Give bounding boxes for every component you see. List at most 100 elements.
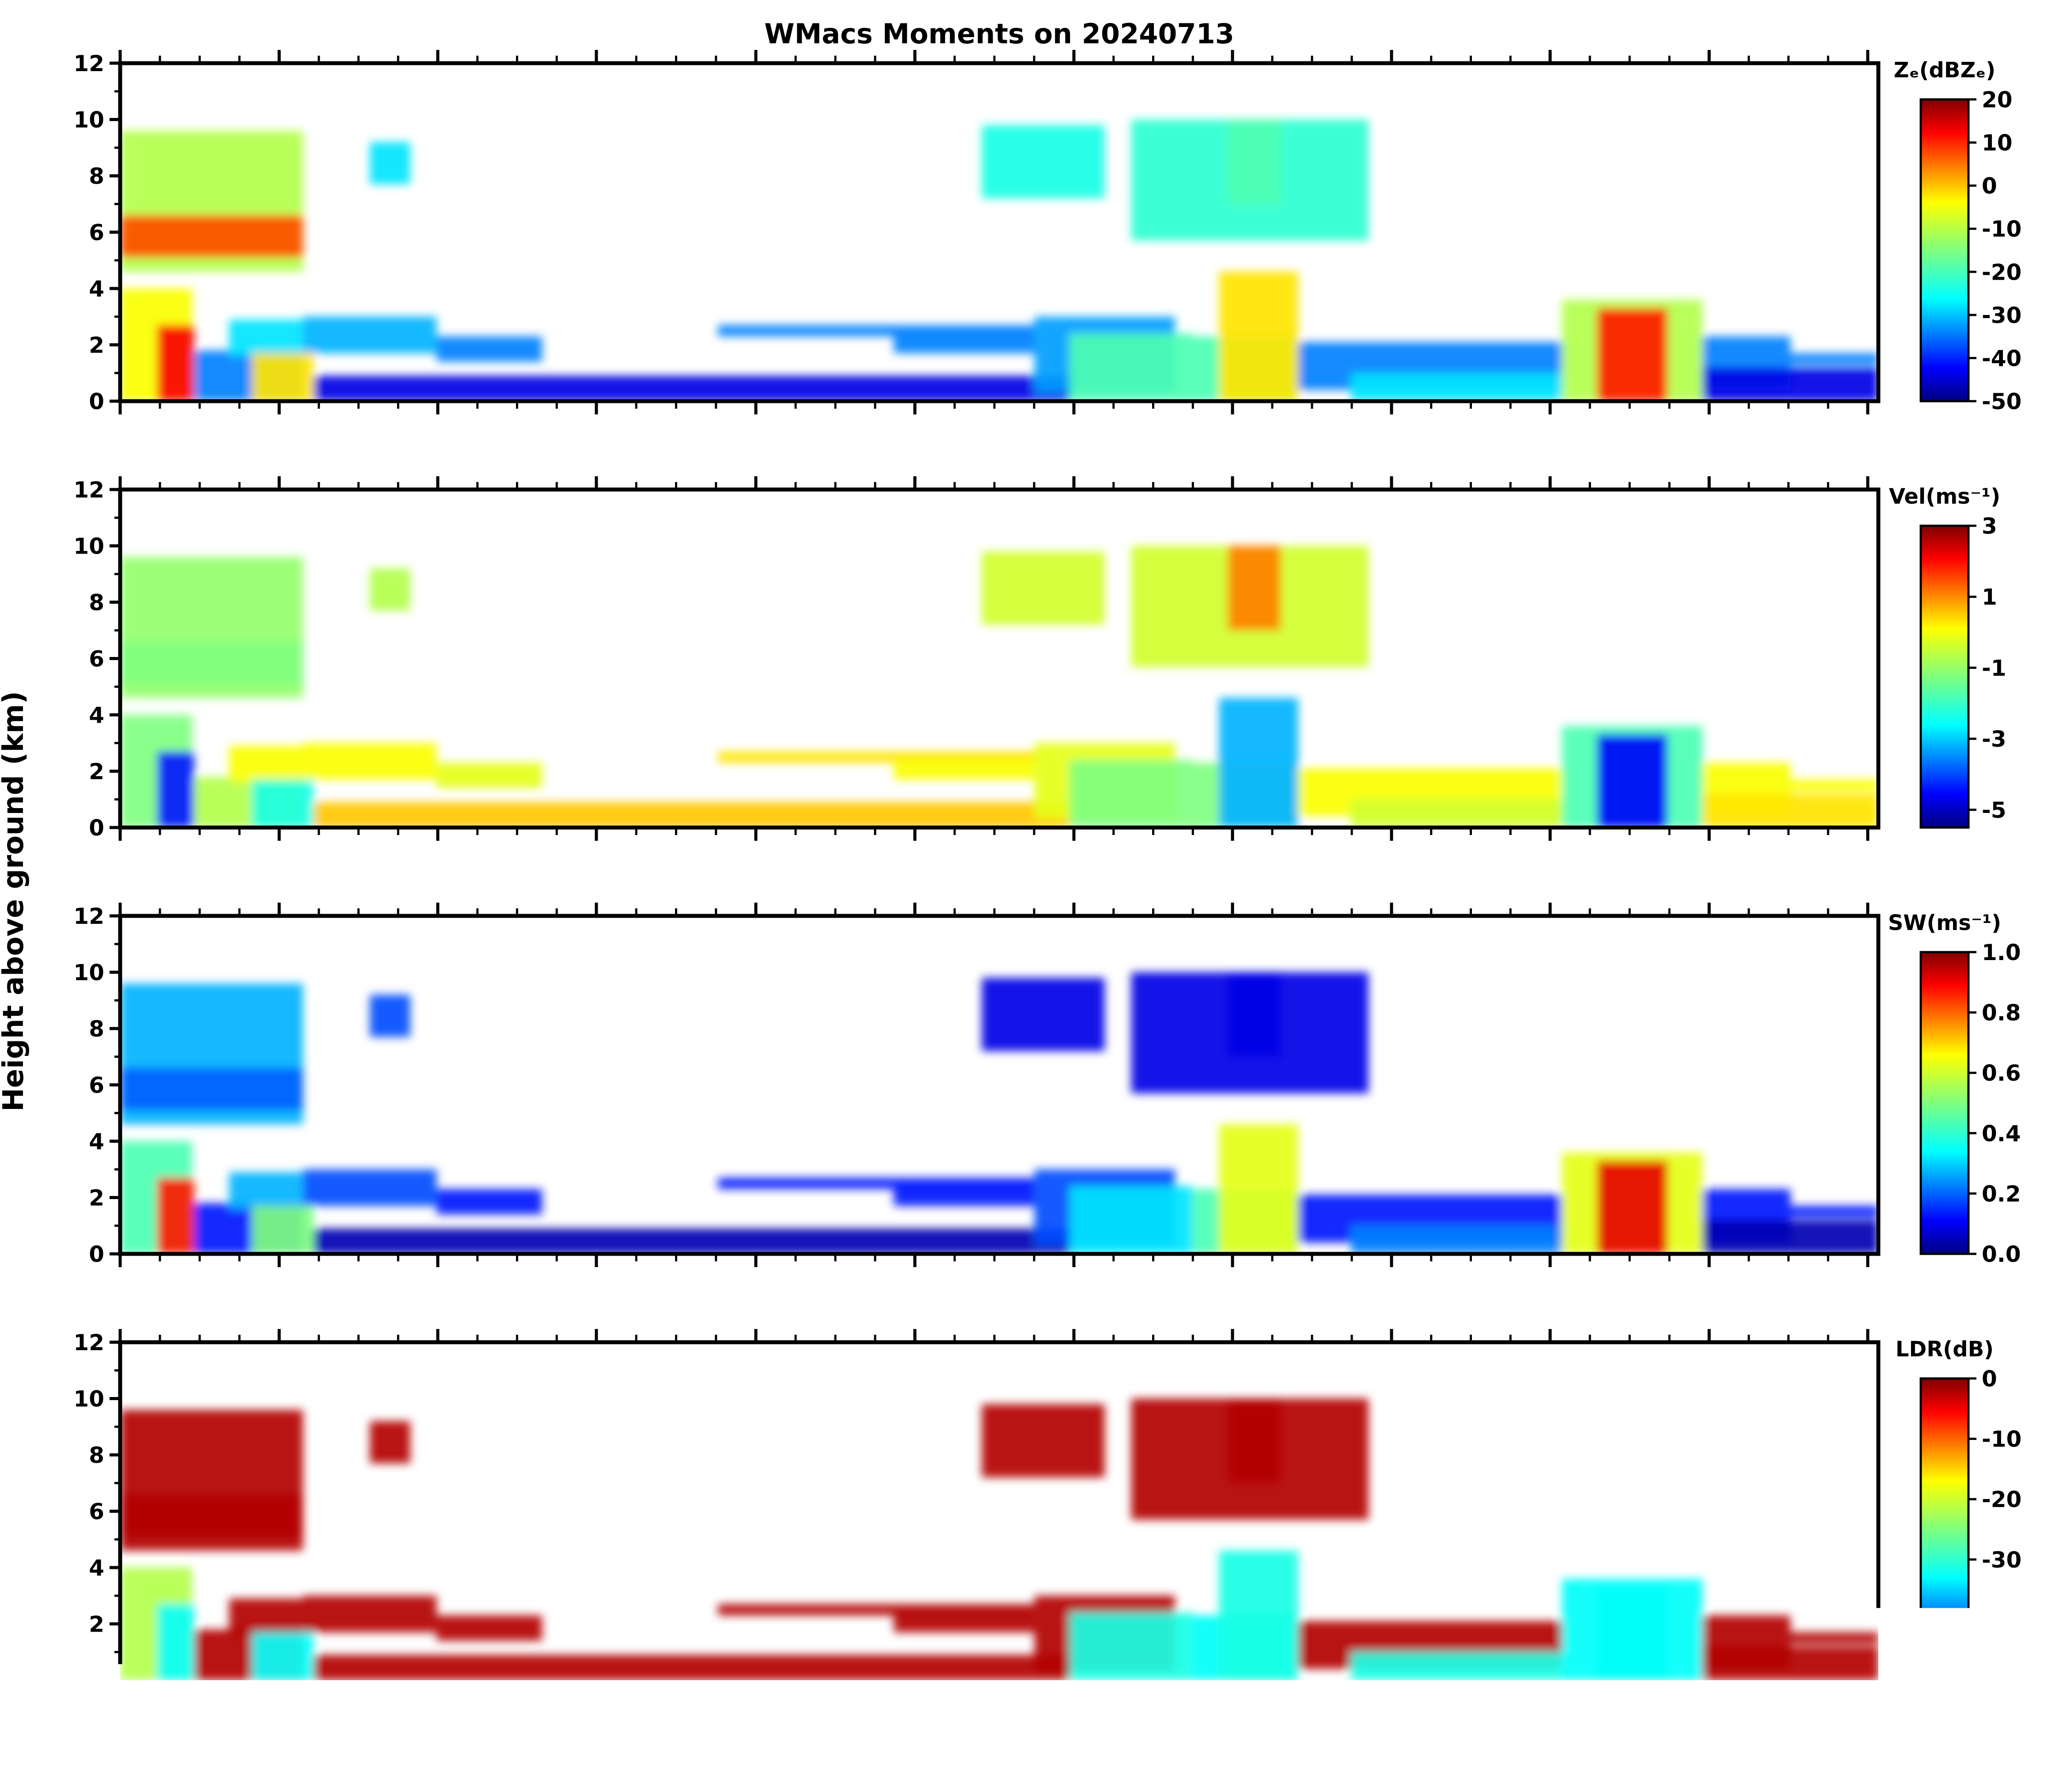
echo-region bbox=[120, 642, 303, 684]
y-tick-label: 8 bbox=[89, 163, 104, 189]
colorbar-tick-label: 10 bbox=[1982, 130, 2013, 156]
colorbar-label-ze: Zₑ(dBZₑ) bbox=[1894, 58, 1995, 83]
x-tick-label: 15:06 bbox=[1197, 1699, 1267, 1724]
colorbar-tick-label: 0.6 bbox=[1982, 1060, 2021, 1086]
echo-region bbox=[1351, 1226, 1562, 1254]
y-tick-label: 10 bbox=[73, 960, 104, 986]
echo-region bbox=[370, 569, 410, 611]
x-tick-label: 17:10 bbox=[1356, 1699, 1426, 1724]
y-axis-label: Height above ground (km) bbox=[0, 691, 30, 1112]
echo-region bbox=[120, 1068, 303, 1110]
y-tick-label: 0 bbox=[89, 815, 104, 841]
echo-region bbox=[1228, 120, 1280, 204]
echo-region bbox=[894, 334, 1034, 353]
colorbar-tick-label: -3 bbox=[1982, 726, 2006, 752]
colorbar-ze bbox=[1921, 99, 1968, 401]
echo-region bbox=[229, 746, 303, 782]
colorbar-sw bbox=[1921, 952, 1968, 1254]
echo-region bbox=[436, 336, 542, 361]
echo-region bbox=[314, 1655, 1069, 1680]
echo-region bbox=[252, 1633, 314, 1680]
echo-region bbox=[1069, 760, 1193, 828]
echo-region bbox=[1219, 272, 1298, 401]
colorbar-tick-label: -20 bbox=[1982, 259, 2021, 285]
panel-sw: 024681012 SW(ms⁻¹)1.00.80.60.40.20.0 bbox=[73, 903, 2021, 1267]
y-tick-label: 12 bbox=[73, 51, 104, 76]
colorbar-tick-label: 0.4 bbox=[1982, 1121, 2021, 1147]
y-tick-label: 4 bbox=[89, 1129, 104, 1154]
echo-region bbox=[1228, 1399, 1280, 1483]
colorbar-tick-label: -50 bbox=[1982, 389, 2021, 414]
echo-region bbox=[120, 215, 303, 258]
echo-region bbox=[436, 763, 542, 788]
echo-region bbox=[314, 376, 1069, 401]
y-tick-label: 4 bbox=[89, 276, 104, 302]
echo-region bbox=[1703, 368, 1878, 402]
echo-region bbox=[1703, 794, 1878, 828]
echo-region bbox=[229, 1598, 303, 1635]
colorbar-label-sw: SW(ms⁻¹) bbox=[1888, 911, 2001, 935]
echo-region bbox=[314, 1229, 1069, 1254]
x-tick-label: 12:44 bbox=[1039, 1699, 1109, 1724]
colorbar-tick-label: 0.2 bbox=[1982, 1181, 2021, 1207]
echo-region bbox=[1597, 1161, 1667, 1254]
echo-region bbox=[1219, 1124, 1298, 1254]
echo-region bbox=[1597, 735, 1667, 828]
y-tick-label: 10 bbox=[73, 107, 104, 133]
y-tick-label: 6 bbox=[89, 646, 104, 672]
colorbar-tick-label: -20 bbox=[1982, 1487, 2021, 1512]
echo-region bbox=[1219, 1551, 1298, 1680]
colorbar-tick-label: -50 bbox=[1982, 1668, 2021, 1693]
echo-region bbox=[303, 1596, 436, 1633]
x-axis-label: Time (hhmm) bbox=[893, 1743, 1106, 1775]
colorbar-tick-label: 20 bbox=[1982, 87, 2013, 113]
colorbar-tick-label: 1 bbox=[1982, 585, 1997, 610]
colorbar-tick-label: 0 bbox=[1982, 173, 1997, 199]
echo-region bbox=[1597, 308, 1667, 401]
y-tick-label: 2 bbox=[89, 1185, 104, 1211]
echo-region bbox=[982, 978, 1105, 1051]
y-tick-label: 6 bbox=[89, 1499, 104, 1525]
colorbar-tick-label: 0 bbox=[1982, 1366, 1997, 1392]
y-tick-label: 12 bbox=[73, 477, 104, 503]
colorbar-tick-label: -40 bbox=[1982, 345, 2021, 371]
colorbar-tick-label: 1.0 bbox=[1982, 940, 2021, 965]
y-tick-label: 10 bbox=[73, 1386, 104, 1412]
echo-region bbox=[157, 1178, 194, 1254]
y-tick-label: 8 bbox=[89, 1443, 104, 1468]
echo-region bbox=[229, 1172, 303, 1209]
colorbar-tick-label: 0.0 bbox=[1982, 1241, 2021, 1267]
echo-region bbox=[370, 142, 410, 185]
echo-region bbox=[1351, 799, 1562, 828]
panel-vel: 0 2 4 6 8 10 12 Vel(ms⁻¹) 3 1 -1 -3 -5 bbox=[73, 476, 2006, 841]
panel-ldr: 02468101200:02 02:06 04:10 06:14 08:36 10:40 1… bbox=[73, 1329, 2021, 1724]
echo-region bbox=[894, 1186, 1034, 1206]
colorbar-label-vel: Vel(ms⁻¹) bbox=[1889, 484, 2000, 509]
colorbar-tick-label: -30 bbox=[1982, 303, 2021, 328]
y-tick-label: 6 bbox=[89, 1073, 104, 1098]
x-tick-label: 00:02 bbox=[85, 1699, 155, 1724]
x-tick-label: 19:14 bbox=[1515, 1699, 1585, 1724]
x-tick-label: 06:14 bbox=[561, 1699, 631, 1724]
echo-region bbox=[1228, 972, 1280, 1057]
x-tick-label: 02:06 bbox=[244, 1699, 314, 1724]
colorbar-tick-label: -1 bbox=[1982, 655, 2006, 681]
y-tick-label: 4 bbox=[89, 702, 104, 728]
echo-region bbox=[252, 780, 314, 828]
echo-region bbox=[1069, 1613, 1193, 1680]
echo-region bbox=[157, 325, 194, 401]
y-tick-label: 2 bbox=[89, 1612, 104, 1637]
echo-region bbox=[1790, 1206, 1878, 1218]
y-tick-label: 6 bbox=[89, 220, 104, 246]
echo-region bbox=[1228, 546, 1280, 630]
colorbar-tick-label: -30 bbox=[1982, 1547, 2021, 1573]
echo-region bbox=[1790, 780, 1878, 791]
echo-region bbox=[1069, 1186, 1193, 1254]
echo-region bbox=[436, 1189, 542, 1214]
colorbar-tick-label: 3 bbox=[1982, 513, 1997, 539]
echo-region bbox=[1351, 1652, 1562, 1680]
echo-region bbox=[370, 995, 410, 1037]
echo-region bbox=[229, 319, 303, 356]
echo-region bbox=[894, 1613, 1034, 1633]
